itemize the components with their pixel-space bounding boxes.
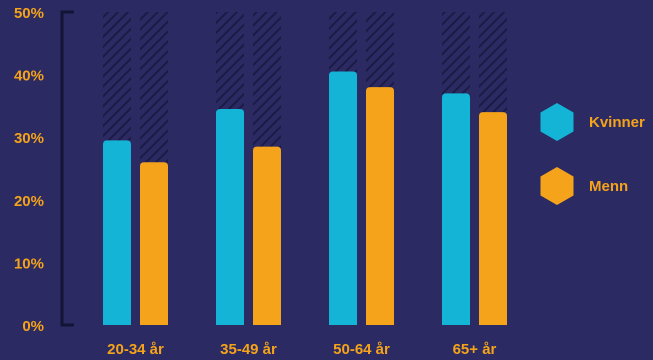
y-tick-label: 40% [14, 68, 44, 85]
bar-menn-3 [479, 112, 507, 325]
y-axis-line [60, 10, 74, 327]
bar-kvinner-1 [216, 109, 244, 325]
bar-menn-2 [366, 87, 394, 326]
y-tick-label: 50% [14, 5, 44, 22]
bar-menn-0 [140, 162, 168, 325]
bar-menn-1 [253, 146, 281, 325]
y-tick-label: 20% [14, 193, 44, 210]
y-tick-label: 30% [14, 130, 44, 147]
bar-kvinner-0 [103, 140, 131, 325]
x-category-label: 20-34 år [107, 341, 164, 358]
legend: Kvinner Menn [540, 103, 645, 205]
legend-marker-menn [540, 167, 574, 205]
bar-kvinner-2 [329, 71, 357, 325]
x-category-label: 35-49 år [220, 341, 277, 358]
x-category-label: 65+ år [453, 341, 497, 358]
x-axis-labels: 20-34 år 35-49 år 50-64 år 65+ år [107, 341, 496, 358]
y-tick-label: 0% [22, 318, 44, 335]
legend-label-kvinner: Kvinner [589, 114, 645, 131]
bars [103, 12, 507, 326]
legend-marker-kvinner [540, 103, 574, 141]
y-axis: 0% 10% 20% 30% 40% 50% [14, 5, 74, 335]
x-category-label: 50-64 år [333, 341, 390, 358]
legend-label-menn: Menn [589, 178, 628, 195]
y-tick-label: 10% [14, 255, 44, 272]
bar-kvinner-3 [442, 93, 470, 325]
